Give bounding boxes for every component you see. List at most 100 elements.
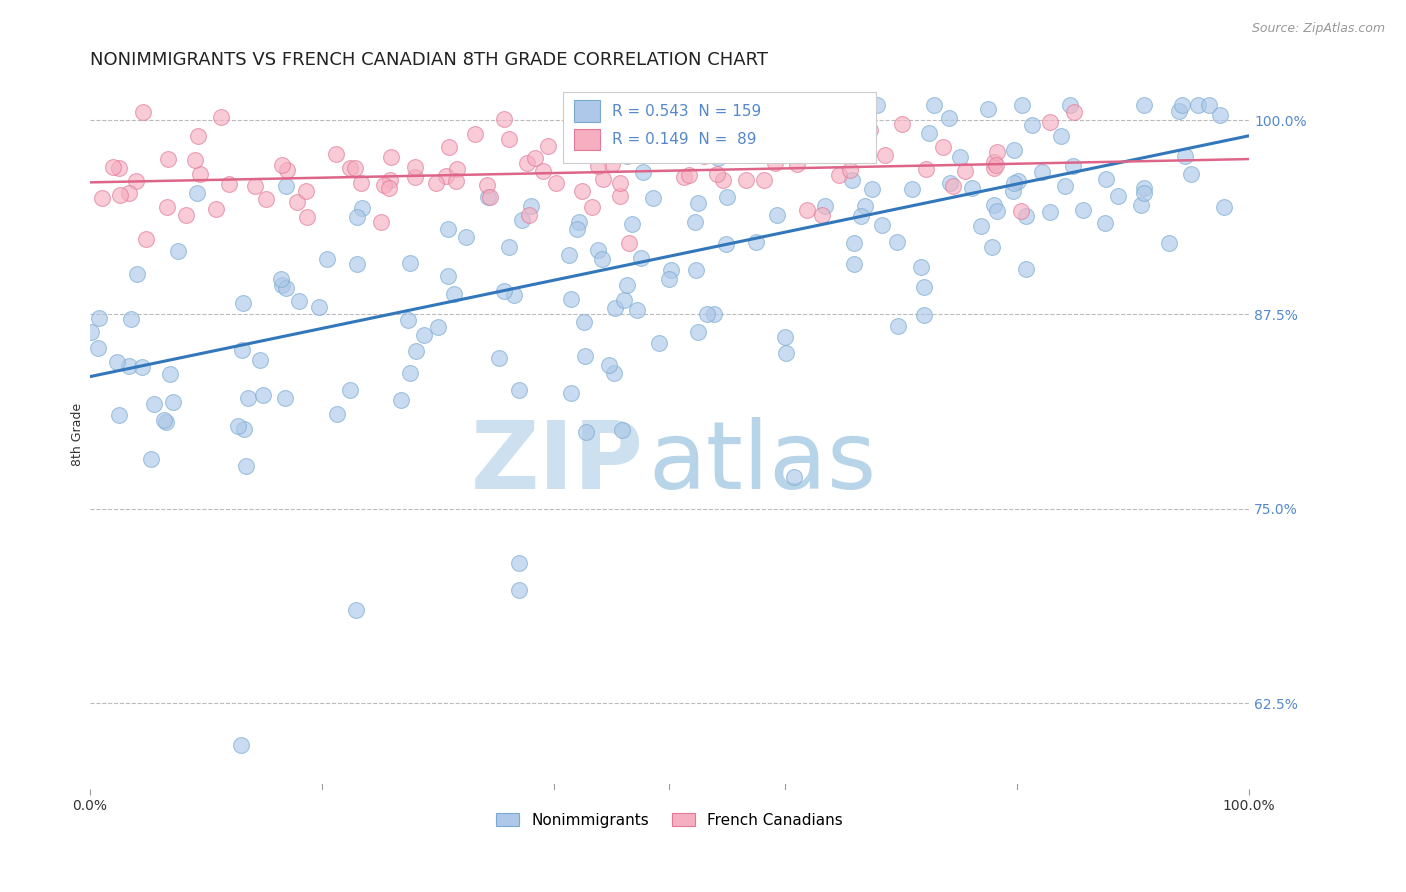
Point: [912, 309, 935, 323]
Point: [603, 301, 626, 316]
Point: [105, 355, 128, 369]
Point: [1062, 159, 1084, 173]
Point: [1180, 167, 1202, 181]
Point: [510, 213, 533, 227]
Point: [775, 345, 797, 359]
Point: [503, 288, 526, 302]
Point: [434, 169, 457, 184]
Point: [155, 415, 177, 429]
Point: [986, 145, 1008, 159]
Point: [763, 155, 786, 169]
Point: [842, 235, 865, 250]
Point: [977, 102, 1000, 116]
Point: [752, 145, 775, 159]
Point: [960, 180, 983, 194]
Point: [477, 190, 499, 204]
Point: [326, 407, 349, 421]
Point: [492, 112, 515, 126]
Point: [346, 603, 368, 617]
Point: [498, 132, 520, 146]
Point: [1010, 203, 1032, 218]
Point: [860, 182, 883, 196]
Text: Source: ZipAtlas.com: Source: ZipAtlas.com: [1251, 22, 1385, 36]
Point: [479, 190, 502, 204]
Point: [678, 168, 700, 182]
Point: [814, 199, 837, 213]
Point: [370, 215, 392, 229]
Point: [404, 161, 426, 175]
Point: [1050, 128, 1073, 143]
Point: [953, 164, 976, 178]
Point: [870, 218, 893, 232]
Point: [942, 178, 965, 193]
Point: [1108, 188, 1130, 202]
Point: [454, 230, 477, 244]
Point: [673, 170, 696, 185]
Point: [621, 217, 644, 231]
Point: [131, 359, 153, 374]
Point: [517, 208, 540, 222]
Point: [254, 192, 277, 206]
Point: [1054, 179, 1077, 194]
Point: [910, 260, 932, 274]
Point: [890, 117, 912, 131]
Point: [308, 301, 330, 315]
Point: [1011, 97, 1033, 112]
Point: [537, 139, 560, 153]
Point: [658, 272, 681, 286]
Point: [685, 263, 707, 277]
Point: [443, 287, 465, 301]
Text: R = 0.149  N =  89: R = 0.149 N = 89: [612, 132, 756, 147]
Point: [648, 335, 671, 350]
Point: [922, 97, 945, 112]
Point: [516, 155, 538, 169]
Point: [204, 202, 226, 216]
Point: [560, 386, 582, 401]
Point: [571, 185, 593, 199]
Point: [404, 169, 426, 184]
Point: [693, 149, 716, 163]
Point: [118, 359, 141, 374]
Point: [983, 161, 1005, 175]
Point: [686, 196, 709, 211]
Point: [396, 313, 419, 327]
Point: [1094, 216, 1116, 230]
Point: [734, 172, 756, 186]
Point: [786, 157, 808, 171]
Point: [1002, 144, 1025, 158]
Point: [125, 174, 148, 188]
Point: [939, 176, 962, 190]
Point: [399, 366, 422, 380]
Point: [986, 203, 1008, 218]
Point: [270, 271, 292, 285]
Point: [912, 280, 935, 294]
Point: [796, 203, 818, 218]
Point: [271, 158, 294, 172]
Point: [346, 210, 368, 224]
Point: [609, 189, 631, 203]
Point: [120, 312, 142, 326]
Legend: Nonimmigrants, French Canadians: Nonimmigrants, French Canadians: [491, 806, 849, 834]
Point: [1073, 202, 1095, 217]
Point: [398, 256, 420, 270]
Point: [970, 219, 993, 233]
Point: [591, 252, 613, 266]
Bar: [562, 92, 876, 162]
Point: [184, 153, 207, 167]
Point: [842, 257, 865, 271]
Point: [838, 162, 860, 177]
Point: [218, 177, 240, 191]
Point: [174, 208, 197, 222]
Point: [235, 458, 257, 473]
Point: [1015, 262, 1038, 277]
Point: [425, 176, 447, 190]
Y-axis label: 8th Grade: 8th Grade: [72, 403, 84, 467]
Point: [492, 285, 515, 299]
Point: [688, 325, 710, 339]
Point: [107, 408, 129, 422]
Point: [285, 194, 308, 209]
Point: [1174, 149, 1197, 163]
Point: [917, 126, 939, 140]
Point: [640, 139, 662, 153]
Point: [1159, 235, 1181, 250]
